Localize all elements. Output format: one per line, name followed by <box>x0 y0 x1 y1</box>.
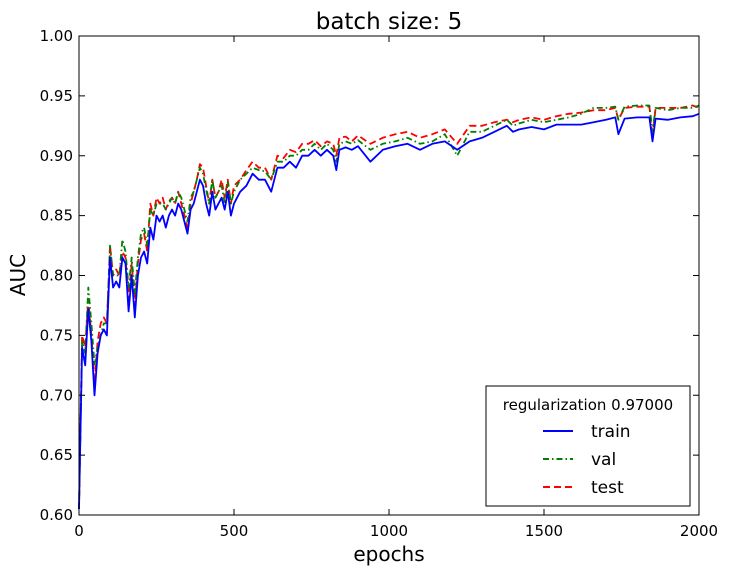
legend-title: regularization 0.97000 <box>503 396 673 414</box>
y-tick-label: 1.00 <box>40 27 73 45</box>
series-layer <box>78 104 700 510</box>
y-tick-label: 0.75 <box>40 326 73 344</box>
y-tick-label: 0.80 <box>40 267 73 285</box>
legend-label-train: train <box>591 422 631 442</box>
x-tick-label: 0 <box>74 522 84 540</box>
y-tick-label: 0.70 <box>40 386 73 404</box>
legend-label-val: val <box>591 450 616 470</box>
y-tick-label: 0.85 <box>40 207 73 225</box>
x-tick-label: 2000 <box>680 522 718 540</box>
chart-title: batch size: 5 <box>316 9 463 35</box>
legend-box <box>485 385 691 507</box>
x-tick-label: 1000 <box>370 522 408 540</box>
y-axis-title: AUC <box>6 254 30 296</box>
legend-label-test: test <box>591 478 624 498</box>
y-tick-label: 0.90 <box>40 147 73 165</box>
ticks-layer: 0 500 1000 1500 2000 0.60 0.65 0.70 0.75 0.80 0.85… <box>40 27 719 540</box>
x-axis-title: epochs <box>353 542 424 566</box>
y-tick-label: 0.60 <box>40 506 73 524</box>
x-tick-label: 500 <box>220 522 249 540</box>
x-tick-label: 1500 <box>525 522 563 540</box>
series-line-train <box>78 112 700 510</box>
legend-entries: train val test <box>543 422 631 498</box>
y-tick-label: 0.65 <box>40 446 73 464</box>
y-tick-label: 0.95 <box>40 87 73 105</box>
legend: regularization 0.97000 train val test <box>485 385 691 507</box>
